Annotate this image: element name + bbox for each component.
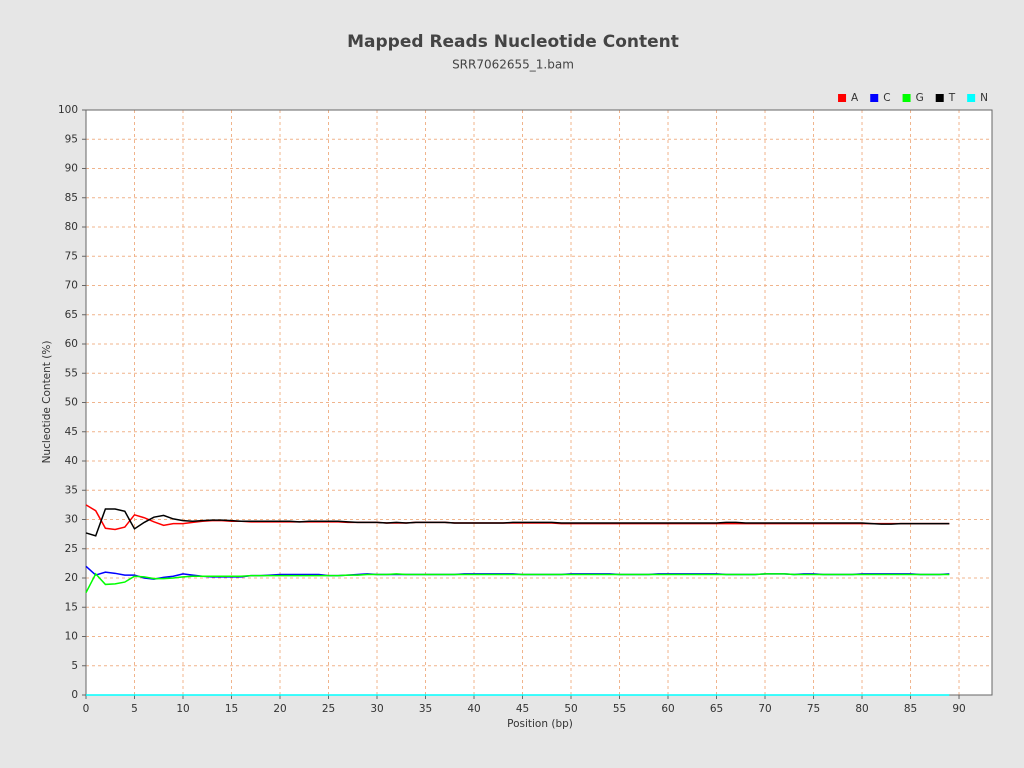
x-tick-label: 90 (952, 703, 965, 715)
x-tick-label: 30 (370, 703, 383, 715)
y-tick-label: 95 (65, 133, 78, 145)
x-tick-label: 60 (661, 703, 674, 715)
y-tick-label: 40 (65, 455, 78, 467)
y-tick-label: 25 (65, 543, 78, 555)
x-tick-label: 40 (467, 703, 480, 715)
y-tick-label: 30 (65, 514, 78, 526)
y-tick-label: 85 (65, 192, 78, 204)
x-tick-label: 50 (564, 703, 577, 715)
x-tick-label: 80 (855, 703, 868, 715)
x-tick-label: 25 (322, 703, 335, 715)
y-tick-label: 15 (65, 601, 78, 613)
x-axis-label: Position (bp) (507, 718, 573, 730)
x-tick-label: 55 (613, 703, 626, 715)
legend-swatch (902, 94, 911, 102)
y-tick-label: 0 (71, 689, 78, 701)
series-line (85, 508, 950, 537)
legend-label: T (948, 92, 956, 104)
x-tick-label: 70 (758, 703, 771, 715)
y-tick-label: 10 (65, 631, 78, 643)
x-tick-label: 75 (807, 703, 820, 715)
legend-label: C (883, 92, 890, 104)
y-tick-label: 90 (65, 163, 78, 175)
y-tick-label: 65 (65, 309, 78, 321)
legend-swatch (935, 94, 944, 102)
x-tick-label: 15 (225, 703, 238, 715)
series-line (85, 572, 950, 593)
y-tick-label: 50 (65, 397, 78, 409)
chart-subtitle: SRR7062655_1.bam (452, 58, 574, 72)
y-tick-label: 5 (71, 660, 78, 672)
y-tick-label: 75 (65, 250, 78, 262)
y-tick-label: 70 (65, 280, 78, 292)
legend-swatch (838, 94, 847, 102)
x-tick-label: 65 (710, 703, 723, 715)
legend-label: G (916, 92, 924, 104)
legend-swatch (967, 94, 976, 102)
y-tick-label: 80 (65, 221, 78, 233)
y-tick-label: 55 (65, 367, 78, 379)
x-tick-label: 45 (516, 703, 529, 715)
legend-label: A (851, 92, 859, 104)
y-axis-label: Nucleotide Content (%) (41, 341, 53, 464)
x-tick-label: 10 (176, 703, 189, 715)
x-tick-label: 5 (131, 703, 138, 715)
y-tick-label: 45 (65, 426, 78, 438)
x-tick-label: 85 (904, 703, 917, 715)
y-tick-label: 35 (65, 484, 78, 496)
legend-swatch (870, 94, 879, 102)
x-tick-label: 0 (83, 703, 90, 715)
y-tick-label: 20 (65, 572, 78, 584)
y-tick-label: 60 (65, 338, 78, 350)
x-tick-label: 35 (419, 703, 432, 715)
y-tick-label: 100 (58, 104, 78, 116)
legend-label: N (980, 92, 988, 104)
chart-title: Mapped Reads Nucleotide Content (347, 32, 679, 52)
x-tick-label: 20 (273, 703, 286, 715)
